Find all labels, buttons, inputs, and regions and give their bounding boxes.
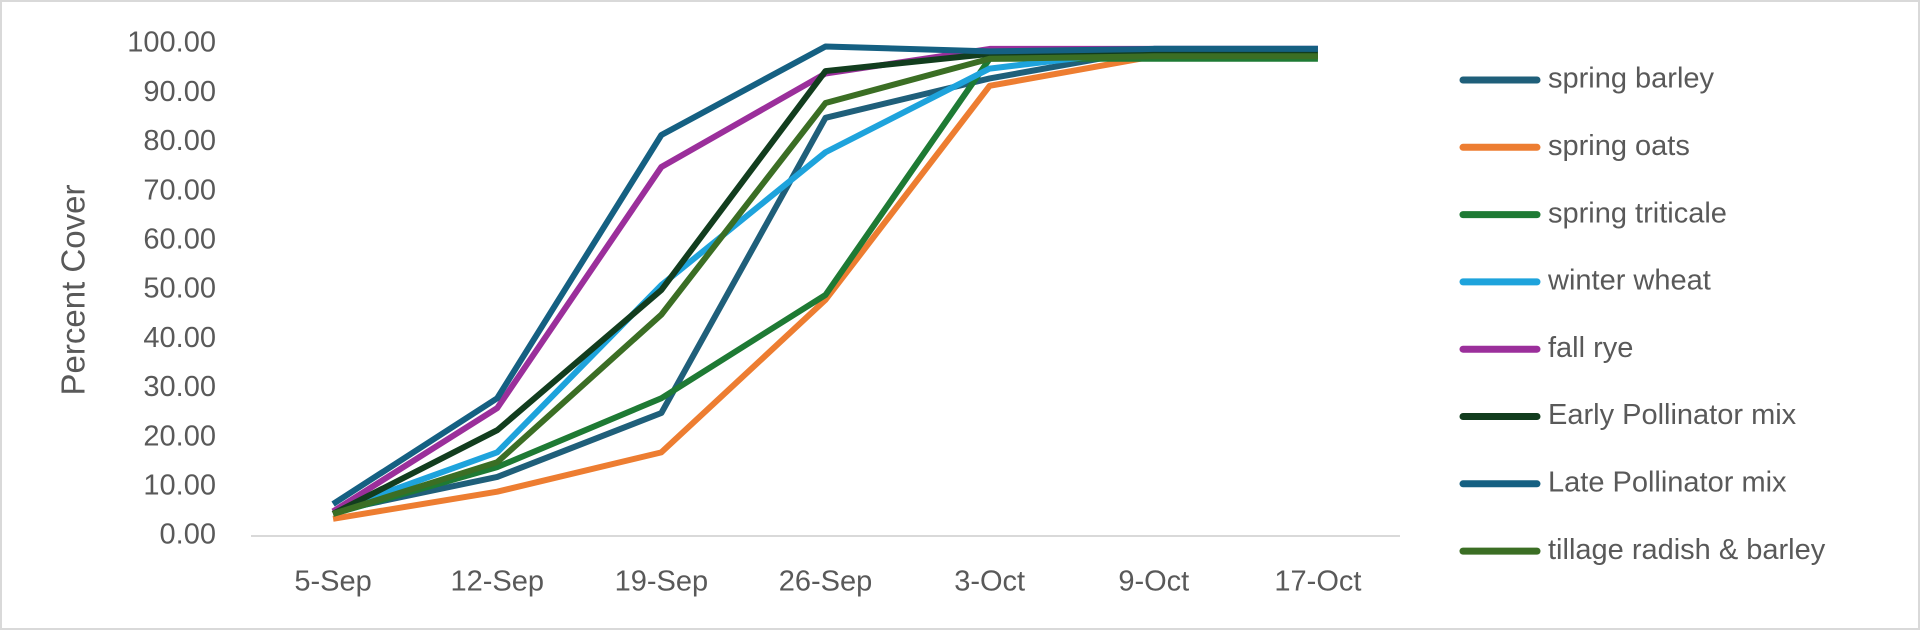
y-tick-label: 90.00 [143, 76, 216, 108]
legend-label: spring triticale [1548, 197, 1727, 229]
x-tick-label: 3-Oct [954, 566, 1025, 598]
y-tick-label: 40.00 [143, 322, 216, 354]
y-tick-label: 0.00 [160, 519, 216, 551]
x-tick-label: 9-Oct [1118, 566, 1189, 598]
legend-label: winter wheat [1547, 265, 1711, 297]
legend-label: spring oats [1548, 130, 1690, 162]
legend-label: fall rye [1548, 332, 1633, 364]
series-line [331, 43, 1318, 507]
legend-label: tillage radish & barley [1548, 534, 1826, 566]
y-tick-label: 50.00 [143, 273, 216, 305]
y-tick-label: 70.00 [143, 174, 216, 206]
legend-label: Early Pollinator mix [1548, 399, 1797, 431]
x-tick-label: 19-Sep [615, 566, 709, 598]
y-axis-label: Percent Cover [55, 185, 92, 396]
y-tick-label: 80.00 [143, 125, 216, 157]
legend-label: spring barley [1548, 63, 1715, 95]
x-tick-label: 17-Oct [1274, 566, 1361, 598]
legend-label: Late Pollinator mix [1548, 466, 1787, 498]
y-tick-label: 60.00 [143, 223, 216, 255]
y-tick-label: 20.00 [143, 420, 216, 452]
y-tick-label: 10.00 [143, 469, 216, 501]
y-tick-label: 30.00 [143, 371, 216, 403]
x-tick-label: 12-Sep [450, 566, 544, 598]
y-tick-label: 100.00 [127, 27, 216, 59]
series-line [332, 53, 1318, 517]
x-tick-label: 5-Sep [294, 566, 371, 598]
x-tick-label: 26-Sep [779, 566, 873, 598]
